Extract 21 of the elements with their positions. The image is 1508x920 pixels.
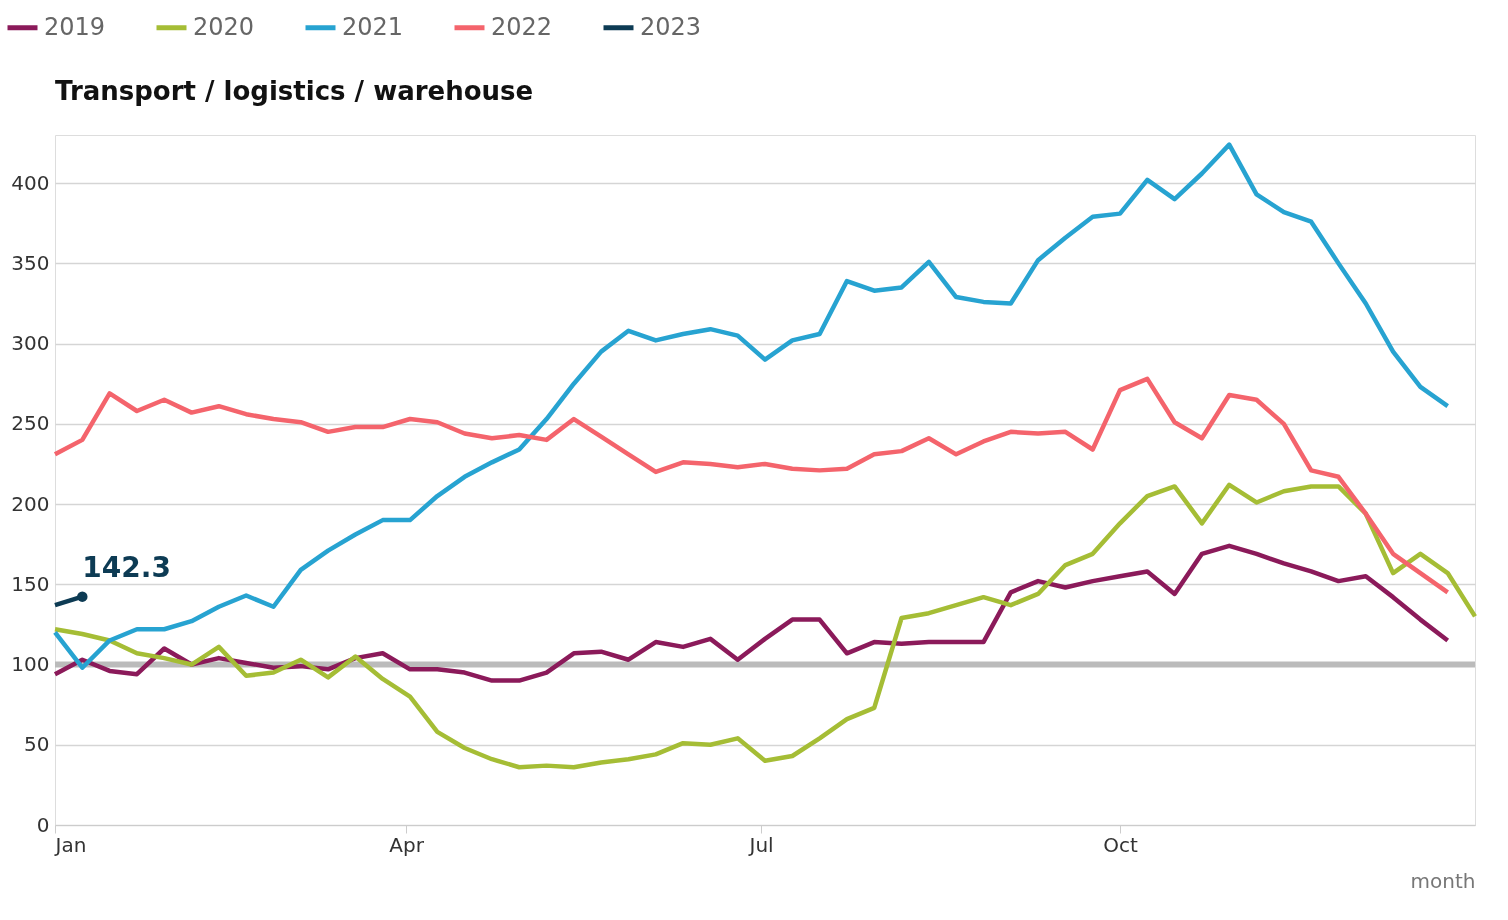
y-tick-label: 0: [36, 812, 50, 837]
x-tick-label: Jan: [53, 832, 87, 857]
x-tick-label: Jul: [747, 832, 774, 857]
y-tick-label: 250: [11, 411, 50, 436]
x-tick-label: Oct: [1103, 832, 1138, 857]
y-tick-label: 50: [24, 732, 50, 757]
legend-label: 2019: [44, 12, 106, 41]
y-tick-label: 150: [11, 571, 50, 596]
chart-title: Transport / logistics / warehouse: [55, 76, 534, 106]
x-tick-label: Apr: [389, 832, 425, 857]
legend-label: 2023: [640, 12, 702, 41]
y-tick-label: 100: [11, 652, 50, 677]
y-tick-label: 400: [11, 170, 50, 195]
legend-label: 2021: [342, 12, 404, 41]
y-tick-label: 350: [11, 250, 50, 275]
legend-label: 2022: [491, 12, 553, 41]
y-tick-label: 300: [11, 331, 50, 356]
legend-label: 2020: [193, 12, 255, 41]
y-tick-label: 200: [11, 491, 50, 516]
x-axis-title: month: [1410, 868, 1476, 893]
annotation: 142.3: [82, 550, 171, 584]
